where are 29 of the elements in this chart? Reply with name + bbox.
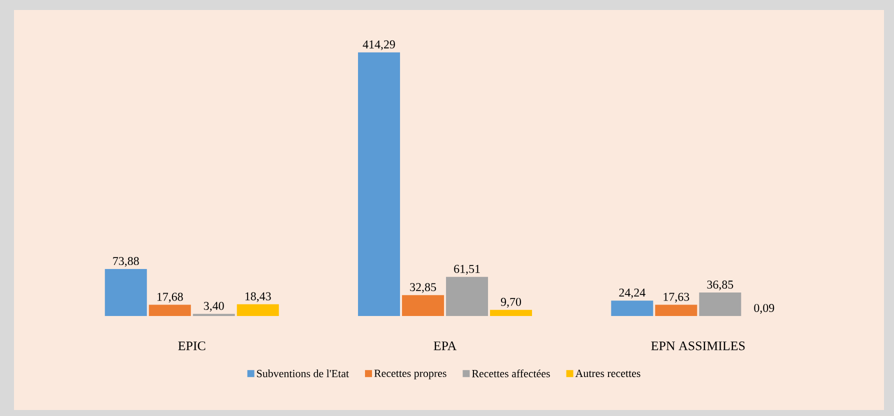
data-label: 24,24 — [619, 288, 646, 298]
x-tick-label: EPN ASSIMILES — [651, 342, 745, 350]
bar — [236, 304, 279, 316]
bar — [655, 304, 698, 316]
data-label: 61,51 — [454, 264, 480, 275]
x-tick-label: EPIC — [178, 342, 206, 350]
bar — [699, 292, 742, 316]
legend-label: Subventions de l'Etat — [257, 370, 349, 378]
data-label: 414,29 — [362, 40, 395, 50]
data-label: 18,43 — [245, 292, 271, 302]
x-tick-label: EPA — [434, 342, 457, 350]
data-label: 73,88 — [113, 256, 139, 267]
data-label: 9,70 — [500, 298, 522, 308]
data-label: 0,09 — [754, 304, 774, 314]
bar — [104, 268, 147, 316]
legend-label: Autres recettes — [575, 370, 640, 378]
bar — [490, 310, 532, 316]
data-label: 36,85 — [707, 280, 734, 290]
bar — [611, 300, 654, 316]
bar — [446, 276, 488, 316]
bar — [358, 52, 400, 316]
data-label: 32,85 — [410, 283, 436, 293]
legend-label: Recettes affectées — [472, 369, 550, 378]
bar — [148, 304, 191, 316]
data-label: 3,40 — [204, 302, 224, 312]
legend-label: Recettes propres — [374, 370, 446, 380]
data-label: 17,68 — [157, 292, 183, 303]
data-label: 17,63 — [664, 292, 690, 303]
bar — [402, 295, 444, 316]
